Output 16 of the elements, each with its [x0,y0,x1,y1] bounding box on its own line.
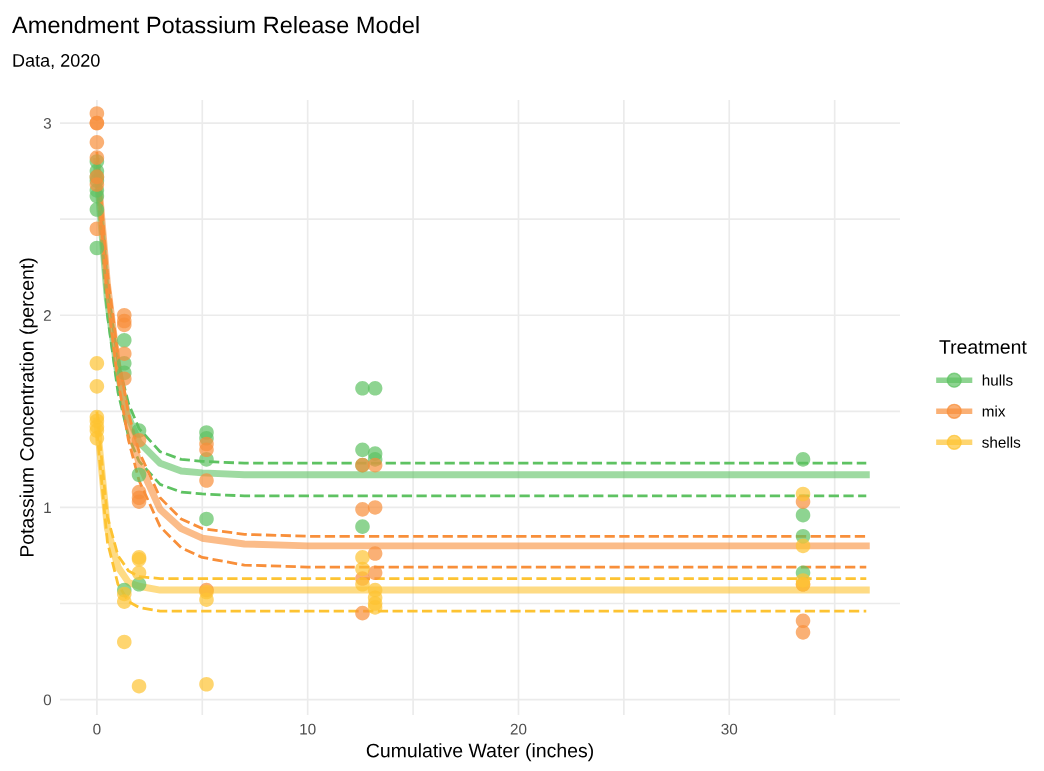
legend-label: shells [982,436,1021,448]
x-tick-label: 0 [93,723,101,735]
legend-label: mix [982,405,1006,417]
x-tick-label: 10 [300,723,316,735]
y-tick-label: 3 [43,117,51,129]
y-axis-title: Potassium Concentration (percent) [19,258,38,557]
x-tick-label: 30 [721,723,738,735]
x-axis-title: Cumulative Water (inches) [366,743,593,762]
legend-label: hulls [982,374,1013,386]
y-tick-label: 0 [43,694,52,706]
y-tick-label: 2 [43,310,51,321]
chart-title: Amendment Potassium Release Model [12,16,419,34]
y-tick-label: 1 [44,502,51,513]
chart-subtitle: Data, 2020 [13,54,100,69]
legend-title: Treatment [939,340,1027,354]
x-tick-label: 20 [510,723,527,735]
